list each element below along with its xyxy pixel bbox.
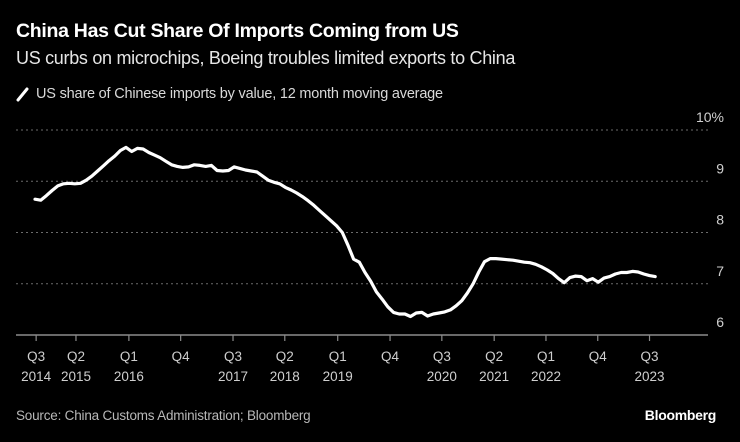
y-tick-label: 6 xyxy=(716,314,724,330)
x-tick-label-quarter: Q1 xyxy=(329,349,347,364)
x-tick-label-quarter: Q3 xyxy=(27,349,45,364)
x-tick-label-quarter: Q1 xyxy=(537,349,555,364)
x-tick-label-quarter: Q3 xyxy=(641,349,659,364)
line-swatch-icon xyxy=(16,87,29,102)
y-tick-label: 7 xyxy=(716,263,724,279)
x-tick-label-year: 2022 xyxy=(531,369,561,384)
x-tick-label-quarter: Q4 xyxy=(172,349,191,364)
x-tick-label-year: 2018 xyxy=(270,369,300,384)
y-axis-labels: 6 7 8 9 10% xyxy=(696,109,724,330)
legend-label: US share of Chinese imports by value, 12… xyxy=(36,86,443,102)
x-tick-label-quarter: Q2 xyxy=(67,349,85,364)
x-tick-label-year: 2017 xyxy=(218,369,248,384)
y-tick-label: 9 xyxy=(716,160,724,176)
x-tick-label-quarter: Q4 xyxy=(589,349,608,364)
x-tick-label-quarter: Q1 xyxy=(120,349,138,364)
x-tick-label-quarter: Q2 xyxy=(485,349,503,364)
bloomberg-logo: Bloomberg xyxy=(644,407,717,423)
series-line-0 xyxy=(33,145,657,319)
x-tick-label-year: 2015 xyxy=(61,369,91,384)
x-tick-label-year: 2020 xyxy=(427,369,457,384)
x-tick-label-year: 2014 xyxy=(21,369,52,384)
y-tick-label: 10% xyxy=(696,109,724,125)
legend: US share of Chinese imports by value, 12… xyxy=(16,86,443,102)
chart-title: China Has Cut Share Of Imports Coming fr… xyxy=(16,20,459,42)
x-axis: Q3 2014 Q2 2015 Q1 2016 Q4 Q3 2017 Q2 2018 Q1 2019 Q4… xyxy=(16,334,708,384)
y-tick-label: 8 xyxy=(716,212,724,228)
x-tick-label-year: 2019 xyxy=(323,369,353,384)
x-tick-label-quarter: Q3 xyxy=(224,349,242,364)
x-tick-label-year: 2016 xyxy=(114,369,144,384)
x-tick-label-year: 2021 xyxy=(479,369,509,384)
x-tick-label-quarter: Q3 xyxy=(433,349,451,364)
x-tick-label-quarter: Q2 xyxy=(276,349,294,364)
source-note: Source: China Customs Administration; Bl… xyxy=(16,408,311,423)
x-tick-label-quarter: Q4 xyxy=(381,349,400,364)
series-layer xyxy=(33,145,657,319)
x-tick-label-year: 2023 xyxy=(634,369,664,384)
gridlines xyxy=(16,129,708,285)
chart-subtitle: US curbs on microchips, Boeing troubles … xyxy=(16,48,516,68)
